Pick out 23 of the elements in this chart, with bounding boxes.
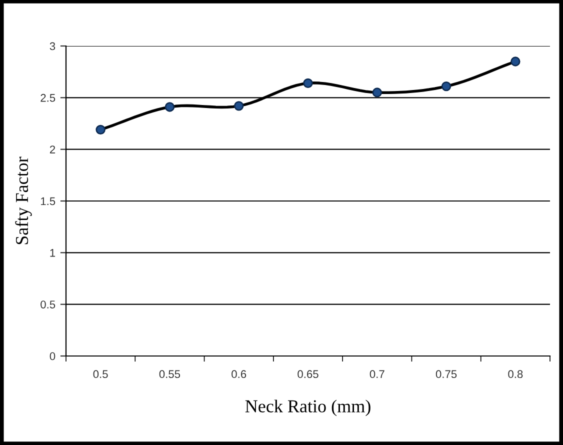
x-tick-label: 0.75 xyxy=(436,370,457,378)
y-tick-label: 1 xyxy=(50,249,56,257)
y-axis-title: Safty Factor xyxy=(15,156,32,244)
point xyxy=(234,101,244,111)
y-tick-label: 0 xyxy=(50,352,56,360)
y-tick-label: 1.5 xyxy=(40,197,56,206)
point xyxy=(96,124,106,135)
point xyxy=(510,56,520,66)
y-tick-label: 3 xyxy=(50,42,56,50)
x-tick-label: 0.7 xyxy=(370,370,384,378)
x-tick-label: 0.55 xyxy=(159,370,180,378)
point xyxy=(164,102,175,112)
x-tick-label: 0.5 xyxy=(93,370,108,378)
y-tick-label: 2 xyxy=(50,146,56,154)
x-axis-title: Neck Ratio (mm) xyxy=(245,400,370,416)
x-tick-label: 0.6 xyxy=(232,370,246,378)
x-tick-label: 0.65 xyxy=(298,370,318,378)
point xyxy=(441,81,452,92)
x-tick-label: 0.8 xyxy=(508,370,523,378)
y-tick-label: 0.5 xyxy=(40,300,56,308)
y-tick-label: 2.5 xyxy=(40,94,56,102)
point xyxy=(303,78,313,88)
point xyxy=(372,88,382,98)
